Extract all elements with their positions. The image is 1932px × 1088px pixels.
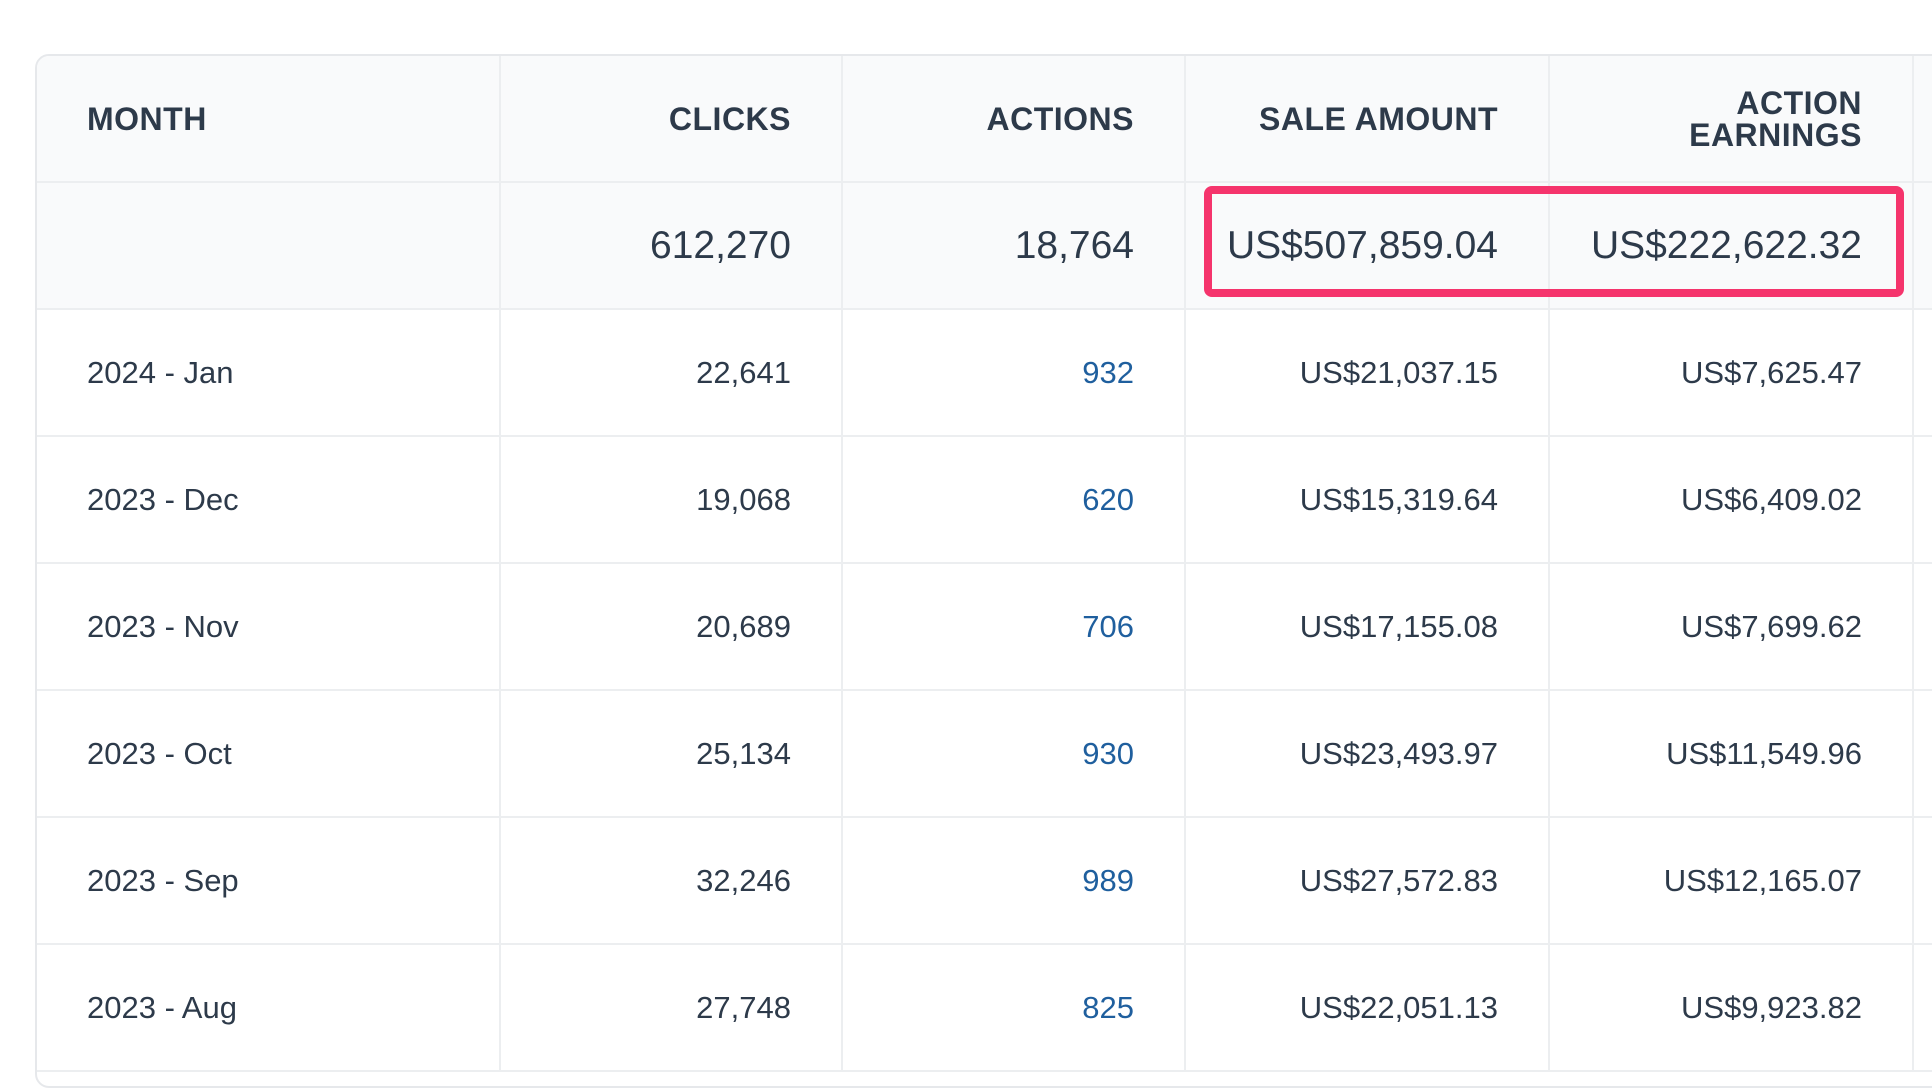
total-month bbox=[37, 183, 501, 310]
table-row: 2023 - Dec 19,068 620 US$15,319.64 US$6,… bbox=[37, 437, 1932, 564]
row-clicks: 27,748 bbox=[501, 945, 843, 1072]
row-action-earnings: US$7,625.47 bbox=[1550, 310, 1914, 437]
row-sale-amount: US$15,319.64 bbox=[1186, 437, 1550, 564]
total-action-earnings: US$222,622.32 bbox=[1550, 183, 1914, 310]
performance-table: MONTH CLICKS ACTIONS SALE AMOUNT ACTION … bbox=[35, 54, 1932, 1088]
row-action-earnings: US$11,549.96 bbox=[1550, 691, 1914, 818]
row-clicks: 32,246 bbox=[501, 818, 843, 945]
table-row: 2023 - Aug 27,748 825 US$22,051.13 US$9,… bbox=[37, 945, 1932, 1072]
header-action-earnings[interactable]: ACTION EARNINGS bbox=[1550, 56, 1914, 183]
table-row: 2024 - Jan 22,641 932 US$21,037.15 US$7,… bbox=[37, 310, 1932, 437]
row-month: 2024 - Jan bbox=[37, 310, 501, 437]
row-clicks: 20,689 bbox=[501, 564, 843, 691]
row-overflow-column bbox=[1914, 564, 1932, 691]
row-sale-amount: US$27,572.83 bbox=[1186, 818, 1550, 945]
row-overflow-column bbox=[1914, 818, 1932, 945]
header-overflow-column bbox=[1914, 56, 1932, 183]
row-month: 2023 - Aug bbox=[37, 945, 501, 1072]
row-actions-link[interactable]: 932 bbox=[843, 310, 1186, 437]
row-actions-link[interactable]: 706 bbox=[843, 564, 1186, 691]
row-overflow-column bbox=[1914, 310, 1932, 437]
row-action-earnings: US$7,699.62 bbox=[1550, 564, 1914, 691]
totals-row: 612,270 18,764 US$507,859.04 US$222,622.… bbox=[37, 183, 1932, 310]
header-sale-amount[interactable]: SALE AMOUNT bbox=[1186, 56, 1550, 183]
row-clicks: 19,068 bbox=[501, 437, 843, 564]
header-action-earnings-label: ACTION EARNINGS bbox=[1689, 84, 1862, 153]
row-sale-amount: US$17,155.08 bbox=[1186, 564, 1550, 691]
row-sale-amount: US$21,037.15 bbox=[1186, 310, 1550, 437]
total-actions: 18,764 bbox=[843, 183, 1186, 310]
total-overflow-column bbox=[1914, 183, 1932, 310]
row-actions-link[interactable]: 620 bbox=[843, 437, 1186, 564]
row-overflow-column bbox=[1914, 945, 1932, 1072]
table-row: 2023 - Oct 25,134 930 US$23,493.97 US$11… bbox=[37, 691, 1932, 818]
row-clicks: 25,134 bbox=[501, 691, 843, 818]
header-actions[interactable]: ACTIONS bbox=[843, 56, 1186, 183]
table-row: 2023 - Nov 20,689 706 US$17,155.08 US$7,… bbox=[37, 564, 1932, 691]
header-clicks[interactable]: CLICKS bbox=[501, 56, 843, 183]
row-overflow-column bbox=[1914, 437, 1932, 564]
row-actions-link[interactable]: 989 bbox=[843, 818, 1186, 945]
row-action-earnings: US$9,923.82 bbox=[1550, 945, 1914, 1072]
row-month: 2023 - Sep bbox=[37, 818, 501, 945]
row-sale-amount: US$23,493.97 bbox=[1186, 691, 1550, 818]
row-actions-link[interactable]: 825 bbox=[843, 945, 1186, 1072]
row-actions-link[interactable]: 930 bbox=[843, 691, 1186, 818]
table-row: 2023 - Sep 32,246 989 US$27,572.83 US$12… bbox=[37, 818, 1932, 945]
header-month[interactable]: MONTH bbox=[37, 56, 501, 183]
row-clicks: 22,641 bbox=[501, 310, 843, 437]
row-sale-amount: US$22,051.13 bbox=[1186, 945, 1550, 1072]
row-action-earnings: US$6,409.02 bbox=[1550, 437, 1914, 564]
row-month: 2023 - Nov bbox=[37, 564, 501, 691]
total-sale-amount: US$507,859.04 bbox=[1186, 183, 1550, 310]
row-action-earnings: US$12,165.07 bbox=[1550, 818, 1914, 945]
total-clicks: 612,270 bbox=[501, 183, 843, 310]
row-month: 2023 - Oct bbox=[37, 691, 501, 818]
row-overflow-column bbox=[1914, 691, 1932, 818]
row-month: 2023 - Dec bbox=[37, 437, 501, 564]
table-header-row: MONTH CLICKS ACTIONS SALE AMOUNT ACTION … bbox=[37, 56, 1932, 183]
